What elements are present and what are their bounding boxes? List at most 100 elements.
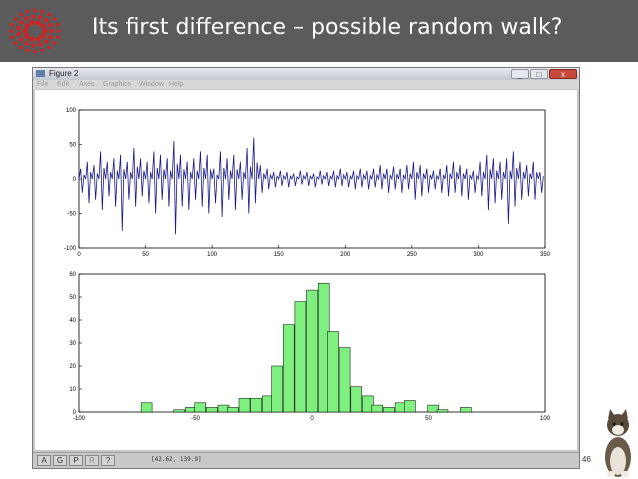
logo-dot: [40, 33, 46, 39]
logo-dot: [19, 37, 24, 42]
histogram-x-tick-label: -100: [73, 416, 86, 422]
line-chart-x-tick-label: 300: [473, 252, 484, 258]
histogram-bar: [327, 331, 339, 413]
histogram-bar: [282, 324, 295, 413]
logo-dot: [13, 41, 18, 45]
toolbar-button-r[interactable]: R: [85, 455, 99, 466]
logo-dot: [44, 39, 49, 44]
menu-item-axes[interactable]: Axes: [79, 81, 95, 88]
slide-title: Its first difference – possible random w…: [92, 15, 563, 40]
line-chart-y-tick-label: 0: [73, 177, 77, 183]
logo-dot: [33, 8, 37, 13]
logo-dot: [25, 9, 30, 14]
menu-item-window[interactable]: Window: [139, 81, 164, 88]
histogram-bar: [371, 404, 384, 413]
histogram-bar: [206, 407, 218, 413]
logo-dot: [24, 33, 30, 39]
toolbar-button-a[interactable]: A: [37, 455, 51, 466]
line-chart-y-tick-label: -50: [67, 212, 76, 218]
line-chart-x-tick-label: 50: [142, 252, 149, 258]
logo-dot: [9, 29, 13, 33]
histogram-bar: [227, 407, 239, 413]
line-chart-x-tick-label: 150: [274, 252, 285, 258]
toolbar-button-p[interactable]: P: [69, 455, 83, 466]
toolbar-button-help[interactable]: ?: [101, 455, 115, 466]
histogram-bar: [294, 301, 307, 413]
line-chart-x-tick-label: 100: [207, 252, 218, 258]
figure-window[interactable]: Figure 2 _ □ x File Edit Axes Graphics W…: [32, 67, 580, 469]
histogram-y-tick-label: 0: [73, 410, 77, 416]
line-chart-x-tick-label: 250: [407, 252, 418, 258]
logo-dot: [19, 12, 23, 17]
logo-dot: [16, 25, 21, 31]
logo-dot: [48, 22, 53, 28]
menu-item-edit[interactable]: Edit: [57, 81, 70, 88]
toolbar-button-g[interactable]: G: [53, 455, 67, 466]
logo-dot: [29, 36, 35, 42]
logo-dot: [38, 42, 43, 47]
logo-dot: [56, 35, 60, 40]
figure-icon: [36, 70, 45, 77]
histogram-y-tick-label: 40: [69, 318, 76, 324]
histogram-y-tick-label: 30: [69, 341, 76, 347]
logo-icon: [9, 8, 61, 54]
logo-dot: [57, 29, 61, 33]
histogram-bar: [140, 402, 153, 413]
line-chart-x-tick-label: 200: [340, 252, 351, 258]
logo-dot: [16, 31, 21, 37]
histogram-bar: [362, 395, 374, 413]
coordinate-readout: [42.62, 139.9]: [151, 456, 202, 463]
histogram-bar: [436, 409, 449, 413]
close-button[interactable]: x: [549, 69, 577, 79]
logo-dot: [25, 48, 30, 53]
line-chart-y-tick-label: 50: [69, 143, 76, 149]
logo-dot: [56, 22, 60, 27]
series-line: [78, 137, 544, 235]
logo-dot: [24, 16, 29, 21]
logo-dot: [19, 45, 23, 50]
logo-dot: [13, 17, 18, 21]
slide-page-number: 46: [582, 455, 591, 464]
histogram-bar: [173, 409, 185, 413]
logo-dot: [47, 12, 51, 17]
logo-dot: [48, 34, 53, 40]
line-chart-x-tick-label: 0: [77, 252, 81, 258]
histogram-x-tick-label: 50: [425, 416, 432, 422]
menu-item-file[interactable]: File: [37, 81, 49, 88]
logo-dot: [47, 45, 51, 50]
logo-dot: [38, 15, 43, 20]
histogram-bar: [271, 365, 283, 413]
logo-dot: [40, 9, 45, 14]
logo-dot: [10, 35, 14, 40]
minimize-button[interactable]: _: [511, 69, 529, 79]
histogram-x-tick-label: 0: [310, 416, 314, 422]
logo-dot: [33, 49, 37, 54]
logo-dot: [35, 36, 41, 42]
line-chart-y-tick-label: 100: [66, 108, 77, 114]
menu-item-help[interactable]: Help: [169, 81, 184, 88]
logo-dot: [52, 41, 57, 45]
logo-dot: [31, 14, 36, 19]
line-chart-y-tick-label: -100: [64, 246, 77, 252]
histogram-y-tick-label: 60: [69, 272, 76, 278]
figure-toolbar: A G P R ? [42.62, 139.9]: [33, 452, 579, 468]
histogram-x-tick-label: 100: [540, 416, 551, 422]
histogram-bar: [338, 347, 351, 413]
logo-dot: [35, 20, 41, 26]
menu-item-graphics[interactable]: Graphics: [103, 81, 132, 88]
logo-dot: [10, 22, 14, 27]
histogram-bar: [427, 404, 439, 413]
histogram-bar: [238, 397, 251, 413]
histogram-y-tick-label: 10: [69, 387, 76, 393]
logo-dot: [40, 48, 45, 53]
logo-dot: [49, 28, 55, 34]
logo-dot: [42, 28, 48, 34]
logo-dot: [22, 28, 28, 34]
histogram-y-tick-label: 20: [69, 364, 76, 370]
maximize-button[interactable]: □: [530, 69, 548, 79]
logo-dot: [40, 23, 46, 29]
histogram-bar: [306, 289, 318, 413]
window-title-bar[interactable]: Figure 2 _ □ x: [33, 68, 579, 80]
histogram-bar: [460, 407, 472, 413]
histogram-x-tick-label: -50: [191, 416, 200, 422]
